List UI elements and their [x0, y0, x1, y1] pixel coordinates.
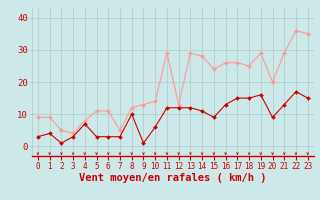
X-axis label: Vent moyen/en rafales ( km/h ): Vent moyen/en rafales ( km/h ) [79, 173, 267, 183]
